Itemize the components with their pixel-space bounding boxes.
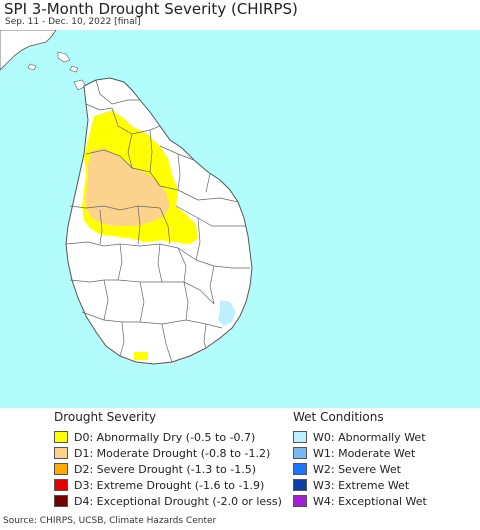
legend-item-w4: W4: Exceptional Wet (293, 493, 427, 509)
legend-label-w4: W4: Exceptional Wet (313, 494, 427, 508)
legend-label-d1: D1: Moderate Drought (-0.8 to -1.2) (74, 446, 271, 460)
mannar-island (57, 51, 71, 63)
source-credit: Source: CHIRPS, UCSB, Climate Hazards Ce… (3, 516, 217, 526)
islet (69, 65, 79, 73)
legend-label-w2: W2: Severe Wet (313, 462, 401, 476)
legend-item-w1: W1: Moderate Wet (293, 445, 427, 461)
swatch-d2 (54, 463, 68, 475)
india-land (0, 30, 57, 71)
drought-legend: Drought Severity D0: Abnormally Dry (-0.… (54, 410, 282, 509)
wet-w0-patch (218, 300, 236, 326)
swatch-w0 (293, 431, 307, 443)
swatch-d1 (54, 447, 68, 459)
legend-label-d4: D4: Exceptional Drought (-2.0 or less) (74, 494, 282, 508)
district-boundaries (65, 79, 250, 363)
map-title: SPI 3-Month Drought Severity (CHIRPS) (4, 0, 298, 18)
legend-item-d3: D3: Extreme Drought (-1.6 to -1.9) (54, 477, 282, 493)
swatch-d0 (54, 431, 68, 443)
swatch-w1 (293, 447, 307, 459)
legend-label-w3: W3: Extreme Wet (313, 478, 410, 492)
legend-item-d4: D4: Exceptional Drought (-2.0 or less) (54, 493, 282, 509)
swatch-d3 (54, 479, 68, 491)
legend-label-d2: D2: Severe Drought (-1.3 to -1.5) (74, 462, 257, 476)
legend-label-d0: D0: Abnormally Dry (-0.5 to -0.7) (74, 430, 256, 444)
swatch-d4 (54, 495, 68, 507)
legend-label-w0: W0: Abnormally Wet (313, 430, 426, 444)
legend-label-d3: D3: Extreme Drought (-1.6 to -1.9) (74, 478, 265, 492)
drought-d0-patch (134, 352, 148, 360)
map-subtitle: Sep. 11 - Dec. 10, 2022 [final] (5, 17, 141, 27)
legend-item-d2: D2: Severe Drought (-1.3 to -1.5) (54, 461, 282, 477)
legend-item-w2: W2: Severe Wet (293, 461, 427, 477)
legend-item-d1: D1: Moderate Drought (-0.8 to -1.2) (54, 445, 282, 461)
drought-legend-title: Drought Severity (54, 410, 157, 424)
legend-label-w1: W1: Moderate Wet (313, 446, 416, 460)
islet (27, 63, 37, 71)
swatch-w4 (293, 495, 307, 507)
map-canvas (0, 30, 480, 408)
wet-legend: Wet Conditions W0: Abnormally Wet W1: Mo… (293, 410, 427, 509)
swatch-w3 (293, 479, 307, 491)
legend-item-d0: D0: Abnormally Dry (-0.5 to -0.7) (54, 429, 282, 445)
swatch-w2 (293, 463, 307, 475)
legend-item-w0: W0: Abnormally Wet (293, 429, 427, 445)
legend-item-w3: W3: Extreme Wet (293, 477, 427, 493)
wet-legend-title: Wet Conditions (293, 410, 384, 424)
